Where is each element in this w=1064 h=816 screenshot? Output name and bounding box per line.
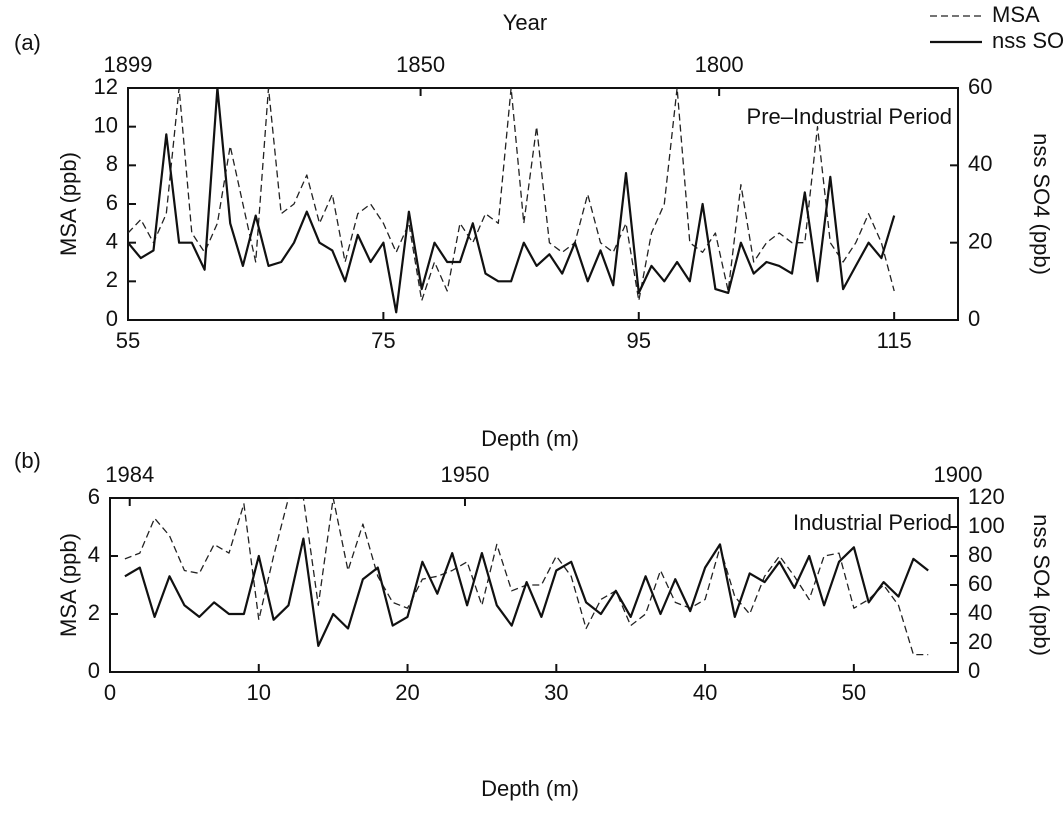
y2-tick-label: 120 [968, 484, 1005, 509]
y-tick-label: 6 [106, 190, 118, 215]
plot-lines [128, 88, 896, 314]
y-tick-label: 2 [106, 267, 118, 292]
y2-axis-label: nss SO4 (ppb) [1029, 133, 1054, 275]
x-tick-label: 75 [371, 328, 395, 353]
y-axis-label: MSA (ppb) [56, 533, 81, 637]
plot-lines [124, 498, 929, 656]
panel-label: (a) [14, 30, 41, 55]
y-tick-label: 0 [88, 658, 100, 683]
panel-label: (b) [14, 448, 41, 473]
y2-axis-label: nss SO4 (ppb) [1029, 514, 1054, 656]
x-tick-label: 10 [247, 680, 271, 705]
y2-tick-label: 0 [968, 306, 980, 331]
y2-tick-label: 100 [968, 513, 1005, 538]
annotation: Industrial Period [793, 510, 952, 535]
x2-tick-label: 1984 [105, 462, 154, 487]
x-tick-label: 0 [104, 680, 116, 705]
data-line [128, 88, 895, 302]
y2-tick-label: 60 [968, 74, 992, 99]
x2-tick-label: 1800 [695, 52, 744, 77]
x-tick-label: 20 [395, 680, 419, 705]
y2-tick-label: 40 [968, 600, 992, 625]
y-tick-label: 6 [88, 484, 100, 509]
x-tick-label: 40 [693, 680, 717, 705]
y2-tick-label: 60 [968, 571, 992, 596]
y-tick-label: 4 [88, 542, 100, 567]
y2-tick-label: 0 [968, 658, 980, 683]
x2-tick-label: 1950 [441, 462, 490, 487]
y2-tick-label: 80 [968, 542, 992, 567]
y-tick-label: 0 [106, 306, 118, 331]
y2-tick-label: 20 [968, 228, 992, 253]
data-line [124, 537, 929, 647]
y-tick-label: 4 [106, 228, 118, 253]
annotation: Pre–Industrial Period [747, 104, 952, 129]
x2-tick-label: 1900 [934, 462, 983, 487]
y-axis-label: MSA (ppb) [56, 152, 81, 256]
legend-label: nss SO4 [992, 28, 1064, 53]
y-tick-label: 10 [94, 112, 118, 137]
y2-tick-label: 40 [968, 151, 992, 176]
legend-label: MSA [992, 2, 1040, 27]
y-tick-label: 12 [94, 74, 118, 99]
x-axis-label: Depth (m) [481, 776, 579, 801]
x-tick-label: 30 [544, 680, 568, 705]
x-tick-label: 55 [116, 328, 140, 353]
y-tick-label: 8 [106, 151, 118, 176]
x2-tick-label: 1899 [104, 52, 153, 77]
x-axis-label: Depth (m) [481, 426, 579, 451]
x2-axis-label: Year [503, 10, 547, 35]
x-tick-label: 115 [877, 328, 912, 353]
x-tick-label: 50 [842, 680, 866, 705]
x2-tick-label: 1850 [396, 52, 445, 77]
y2-tick-label: 20 [968, 629, 992, 654]
x-tick-label: 95 [627, 328, 651, 353]
data-line [128, 88, 896, 314]
y-tick-label: 2 [88, 600, 100, 625]
